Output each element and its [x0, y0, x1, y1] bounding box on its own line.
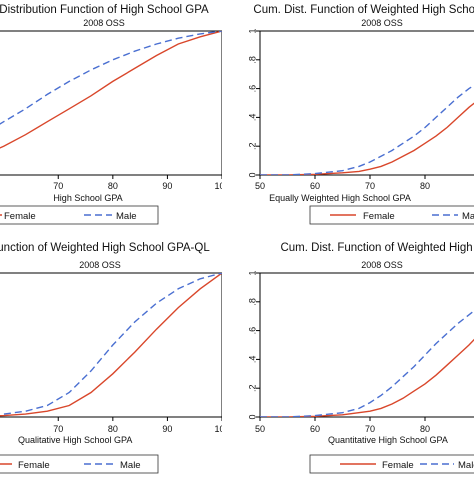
y-tick-label: 0 — [247, 172, 257, 177]
plot-frame — [0, 272, 222, 418]
legend-male-label: Male — [120, 460, 141, 471]
x-axis-label: Quantitative High School GPA — [328, 435, 448, 445]
legend-female-label: Female — [382, 460, 414, 471]
x-tick-label: 60 — [310, 181, 320, 191]
x-tick-label: 90 — [162, 424, 172, 434]
legend-box — [0, 454, 159, 474]
x-axis-label: Equally Weighted High School GPA — [269, 193, 411, 203]
panel-1-subtitle: 2008 OSS — [83, 18, 125, 28]
panel-4-title: Cum. Dist. Function of Weighted High S — [280, 242, 474, 254]
male-series-line — [0, 31, 222, 125]
x-tick-label: 70 — [365, 424, 375, 434]
x-tick-label: 70 — [53, 424, 63, 434]
y-tick-label: .2 — [247, 142, 257, 150]
panel-4-subtitle: 2008 OSS — [361, 260, 403, 270]
panel-2: Cum. Dist. Function of Weighted High Sch… — [247, 4, 474, 225]
y-tick-label: .8 — [247, 298, 257, 306]
x-tick-label: 60 — [310, 424, 320, 434]
legend-box — [309, 454, 474, 474]
female-series-line — [260, 338, 474, 417]
panel-3: Function of Weighted High School GPA-QL 2… — [0, 242, 229, 474]
x-tick-label: 80 — [108, 424, 118, 434]
plot-frame — [0, 30, 222, 176]
female-series-line — [260, 102, 474, 175]
male-series-line — [260, 309, 474, 417]
legend-box — [309, 205, 474, 225]
panel-1-title: Distribution Function of High School GPA — [0, 4, 209, 16]
y-tick-label: .4 — [247, 114, 257, 122]
x-axis-label: Qualitative High School GPA — [18, 435, 132, 445]
x-tick-label: 100 — [214, 424, 229, 434]
male-series-line — [260, 84, 474, 175]
x-tick-label: 80 — [420, 181, 430, 191]
female-series-line — [0, 31, 222, 149]
panel-3-subtitle: 2008 OSS — [79, 260, 121, 270]
y-tick-label: .2 — [247, 384, 257, 392]
legend-box — [0, 205, 159, 225]
x-tick-label: 80 — [420, 424, 430, 434]
y-tick-label: .6 — [247, 85, 257, 93]
panel-1: Distribution Function of High School GPA… — [0, 4, 229, 225]
x-axis-label: High School GPA — [53, 193, 122, 203]
y-tick-label: 1 — [247, 28, 257, 33]
plot-frame — [259, 272, 474, 418]
legend-female-label: Female — [363, 211, 395, 222]
legend-female-label: Female — [18, 460, 50, 471]
x-tick-label: 50 — [255, 424, 265, 434]
panel-3-title: Function of Weighted High School GPA-QL — [0, 242, 210, 254]
panel-2-subtitle: 2008 OSS — [361, 18, 403, 28]
legend-male-label: Male — [458, 460, 474, 471]
y-tick-label: .6 — [247, 327, 257, 335]
x-tick-label: 90 — [162, 181, 172, 191]
x-tick-label: 100 — [214, 181, 229, 191]
legend-male-label: Male — [462, 211, 474, 222]
y-tick-label: .8 — [247, 56, 257, 64]
panel-4: Cum. Dist. Function of Weighted High S 20… — [247, 242, 474, 474]
x-tick-label: 70 — [365, 181, 375, 191]
x-tick-label: 80 — [108, 181, 118, 191]
x-tick-label: 50 — [255, 181, 265, 191]
female-series-line — [0, 273, 222, 417]
legend-female-label: Female — [4, 211, 36, 222]
male-series-line — [0, 273, 222, 416]
y-tick-label: 0 — [247, 414, 257, 419]
panel-2-title: Cum. Dist. Function of Weighted High Sch… — [253, 4, 474, 16]
y-tick-label: .4 — [247, 356, 257, 364]
y-tick-label: 1 — [247, 270, 257, 275]
legend-male-label: Male — [116, 211, 137, 222]
plot-frame — [259, 30, 474, 176]
x-tick-label: 70 — [53, 181, 63, 191]
